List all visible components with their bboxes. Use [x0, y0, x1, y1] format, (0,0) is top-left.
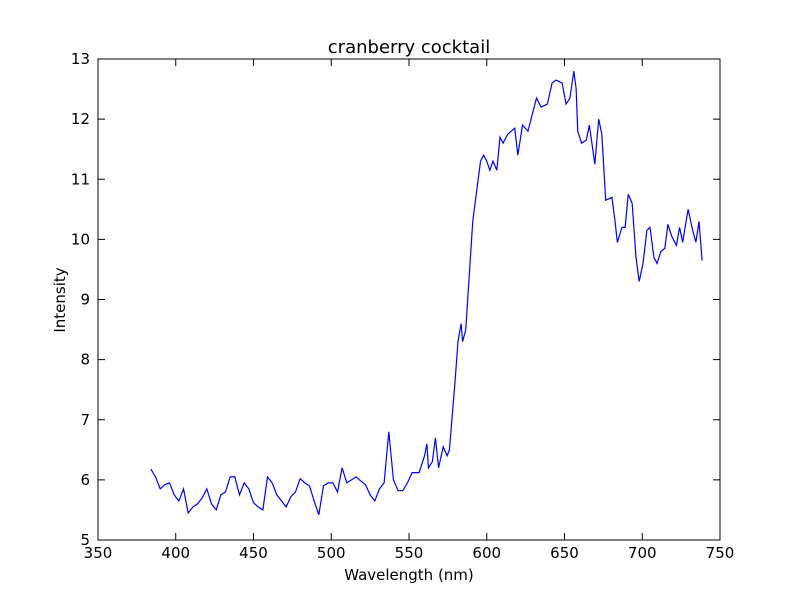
- y-axis-label: Intensity: [51, 267, 69, 332]
- x-tick-label: 600: [472, 544, 501, 562]
- x-tick-label: 550: [395, 544, 424, 562]
- y-tick-label: 13: [71, 50, 90, 68]
- x-tick-label: 450: [239, 544, 268, 562]
- x-tick-label: 350: [84, 544, 113, 562]
- x-tick-label: 650: [550, 544, 579, 562]
- x-axis-label: Wavelength (nm): [344, 566, 474, 584]
- x-tick-label: 500: [317, 544, 346, 562]
- y-tick-label: 7: [80, 411, 90, 429]
- y-tick-label: 5: [80, 531, 90, 549]
- plot-frame: [97, 58, 721, 541]
- y-tick-label: 8: [80, 351, 90, 369]
- x-tick-label: 700: [628, 544, 657, 562]
- y-tick-label: 11: [71, 170, 90, 188]
- x-tick-label: 400: [161, 544, 190, 562]
- data-line: [150, 70, 703, 515]
- y-tick-label: 6: [80, 471, 90, 489]
- x-tick-label: 750: [706, 544, 735, 562]
- y-tick-label: 9: [80, 291, 90, 309]
- y-tick-label: 12: [71, 110, 90, 128]
- chart-title: cranberry cocktail: [328, 37, 490, 58]
- y-tick-label: 10: [71, 230, 90, 248]
